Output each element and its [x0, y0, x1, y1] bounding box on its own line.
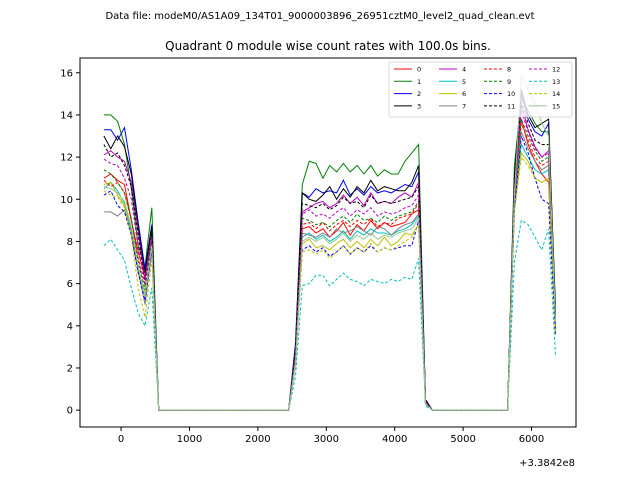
y-axis: 0 2 4 6 8 10 12 14 16 — [60, 68, 80, 417]
series-line-0 — [103, 118, 556, 411]
y-tick-label: 12 — [60, 153, 73, 164]
legend-label-3: 3 — [417, 102, 421, 110]
series-line-9 — [103, 118, 556, 411]
chart-title: Quadrant 0 module wise count rates with … — [165, 39, 491, 53]
x-tick-label: 0 — [118, 434, 124, 445]
x-tick-label: 5000 — [450, 434, 475, 445]
x-tick-label: 6000 — [519, 434, 544, 445]
y-tick-label: 2 — [67, 363, 73, 374]
legend-label-14: 14 — [552, 90, 560, 98]
series-line-2 — [103, 93, 556, 411]
series-line-11 — [103, 102, 556, 411]
series-line-14 — [103, 155, 556, 411]
series-line-4 — [103, 104, 556, 411]
series-line-15 — [103, 74, 556, 411]
y-tick-label: 4 — [67, 321, 73, 332]
y-tick-label: 8 — [67, 237, 73, 248]
legend-label-12: 12 — [552, 66, 560, 74]
legend-label-15: 15 — [552, 102, 560, 110]
y-tick-label: 10 — [60, 195, 73, 206]
legend-label-7: 7 — [462, 102, 466, 110]
x-tick-label: 1000 — [177, 434, 202, 445]
legend-frame — [388, 61, 573, 118]
legend-label-10: 10 — [507, 90, 515, 98]
series-line-5 — [103, 142, 556, 411]
x-tick-label: 4000 — [382, 434, 407, 445]
y-tick-label: 16 — [60, 68, 73, 79]
x-offset-label: +3.3842e8 — [519, 458, 575, 469]
y-tick-label: 6 — [67, 279, 73, 290]
plot-area — [103, 74, 556, 411]
legend-label-4: 4 — [462, 66, 466, 74]
series-line-1 — [103, 96, 556, 411]
legend-label-1: 1 — [417, 78, 421, 86]
legend-label-5: 5 — [462, 78, 466, 86]
y-tick-label: 0 — [67, 406, 73, 417]
series-line-7 — [103, 131, 556, 411]
x-tick-label: 3000 — [314, 434, 339, 445]
figure-suptitle: Data file: modeM0/AS1A09_134T01_90000038… — [105, 11, 534, 22]
series-line-6 — [103, 151, 556, 411]
x-tick-label: 2000 — [245, 434, 270, 445]
legend-label-13: 13 — [552, 78, 560, 86]
series-line-12 — [103, 110, 556, 411]
plot-frame — [79, 57, 577, 428]
legend-label-8: 8 — [507, 66, 511, 74]
legend-label-2: 2 — [417, 90, 421, 98]
legend-label-9: 9 — [507, 78, 511, 86]
y-tick-label: 14 — [60, 110, 73, 121]
legend-label-0: 0 — [417, 66, 421, 74]
legend-label-11: 11 — [507, 102, 515, 110]
series-line-10 — [103, 135, 556, 411]
legend-label-6: 6 — [462, 90, 466, 98]
series-line-13 — [103, 219, 556, 411]
x-axis: 0 1000 2000 3000 4000 5000 6000 — [118, 427, 544, 445]
